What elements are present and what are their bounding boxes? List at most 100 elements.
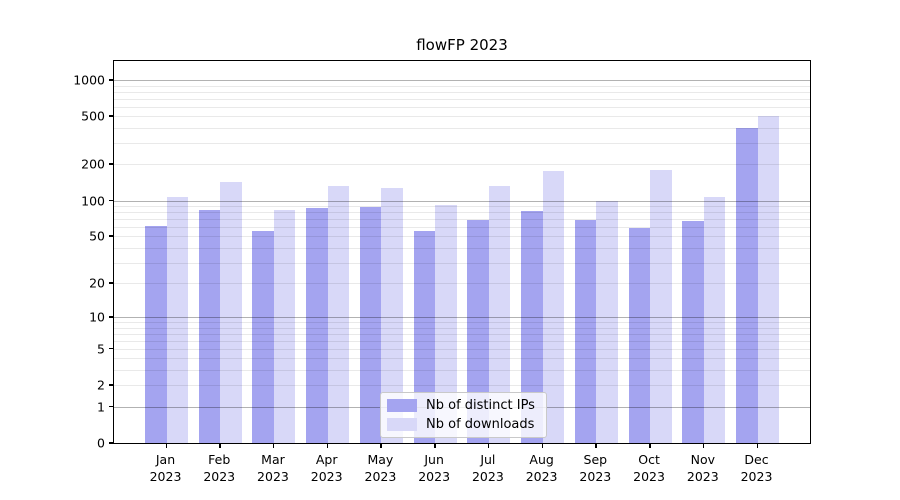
minor-gridline	[114, 128, 810, 130]
y-tick-mark	[109, 163, 113, 165]
x-tick-mark	[487, 444, 490, 448]
y-tick-mark	[109, 442, 113, 444]
bar-ips-jun	[413, 230, 436, 443]
plot-inner	[114, 61, 810, 443]
plot-area	[113, 60, 811, 444]
chart-title: flowFP 2023	[416, 36, 508, 54]
bar-ips-sep	[574, 219, 597, 443]
x-tick-label-oct: Oct 2023	[633, 452, 665, 484]
minor-gridline	[114, 385, 810, 387]
x-tick-mark	[541, 444, 544, 448]
bar-downloads-apr	[327, 185, 350, 443]
minor-gridline	[114, 106, 810, 108]
bar-ips-may	[359, 206, 382, 443]
x-tick-label-jul: Jul 2023	[471, 452, 504, 484]
x-tick-mark	[326, 444, 329, 448]
legend-swatch-distinct-ips	[387, 398, 417, 412]
x-tick-mark	[434, 444, 436, 448]
minor-gridline	[114, 327, 810, 329]
bar-downloads-mar	[273, 210, 296, 443]
y-tick-label: 50	[89, 228, 105, 244]
minor-gridline	[114, 85, 810, 87]
y-tick-label: 2	[97, 377, 105, 393]
minor-gridline	[114, 358, 810, 360]
x-tick-label-apr: Apr 2023	[310, 452, 343, 484]
bar-ips-apr	[306, 208, 328, 443]
bar-downloads-jun	[435, 204, 457, 443]
y-axis: 0 1 2 5 10 20 50 100 200 500 1000	[0, 60, 105, 451]
bar-downloads-nov	[703, 196, 726, 443]
x-tick-label-jan: Jan 2023	[149, 452, 182, 484]
y-tick-mark	[109, 405, 113, 408]
y-tick-label: 1	[97, 399, 105, 415]
x-tick-mark	[649, 444, 651, 448]
x-tick-mark	[702, 444, 705, 448]
major-gridline	[114, 80, 810, 82]
bar-downloads-aug	[542, 171, 565, 443]
bar-downloads-dec	[757, 116, 780, 443]
minor-gridline	[114, 219, 810, 221]
bar-ips-dec	[736, 128, 758, 443]
x-tick-label-feb: Feb 2023	[203, 452, 236, 484]
x-tick-label-sep: Sep 2023	[579, 452, 612, 484]
y-tick-mark	[109, 235, 113, 237]
y-tick-label: 5	[97, 341, 105, 357]
bar-ips-jan	[145, 226, 167, 443]
y-tick-mark	[109, 384, 113, 386]
y-tick-mark	[109, 79, 113, 81]
bar-downloads-jul	[488, 185, 511, 443]
bar-ips-feb	[198, 210, 221, 443]
minor-gridline	[114, 116, 810, 118]
x-tick-label-dec: Dec 2023	[740, 452, 773, 484]
x-tick-label-nov: Nov 2023	[686, 452, 719, 484]
y-tick-label: 10	[89, 309, 105, 325]
legend-label-distinct-ips: Nb of distinct IPs	[426, 397, 535, 413]
minor-gridline	[114, 322, 810, 324]
x-tick-mark	[595, 444, 597, 448]
y-tick-label: 20	[89, 275, 105, 291]
x-tick-label-may: May 2023	[364, 452, 397, 484]
major-gridline	[114, 200, 810, 202]
bar-ips-jul	[467, 219, 489, 443]
minor-gridline	[114, 206, 810, 207]
y-tick-mark	[109, 316, 113, 318]
y-tick-label: 0	[97, 435, 105, 451]
minor-gridline	[114, 143, 810, 145]
y-tick-label: 100	[81, 193, 105, 209]
major-gridline	[114, 317, 810, 319]
y-tick-label: 1000	[73, 72, 105, 88]
legend-swatch-downloads	[387, 417, 417, 431]
bar-ips-oct	[628, 227, 651, 443]
bar-downloads-may	[381, 187, 403, 443]
x-tick-mark	[165, 444, 167, 448]
bar-downloads-oct	[650, 170, 672, 443]
minor-gridline	[114, 227, 810, 229]
legend-row-downloads: Nb of downloads	[387, 416, 539, 432]
legend: Nb of distinct IPs Nb of downloads	[380, 392, 547, 438]
minor-gridline	[114, 333, 810, 335]
bar-downloads-jan	[166, 196, 188, 443]
x-tick-mark	[756, 444, 759, 448]
legend-label-downloads: Nb of downloads	[426, 416, 535, 432]
x-tick-label-mar: Mar 2023	[257, 452, 289, 484]
y-tick-mark	[109, 347, 113, 350]
y-tick-label: 200	[81, 156, 105, 172]
x-tick-mark	[272, 444, 275, 448]
minor-gridline	[114, 283, 810, 285]
minor-gridline	[114, 91, 810, 93]
bar-ips-nov	[682, 221, 704, 443]
minor-gridline	[114, 98, 810, 100]
minor-gridline	[114, 348, 810, 350]
minor-gridline	[114, 236, 810, 238]
bar-ips-aug	[521, 211, 543, 443]
y-tick-label: 500	[81, 108, 105, 124]
y-tick-mark	[109, 199, 113, 202]
bar-downloads-feb	[220, 182, 242, 443]
minor-gridline	[114, 212, 810, 214]
minor-gridline	[114, 262, 810, 264]
legend-row-distinct-ips: Nb of distinct IPs	[387, 397, 539, 413]
x-tick-label-aug: Aug 2023	[525, 452, 558, 484]
minor-gridline	[114, 164, 810, 166]
x-tick-mark	[380, 444, 382, 448]
